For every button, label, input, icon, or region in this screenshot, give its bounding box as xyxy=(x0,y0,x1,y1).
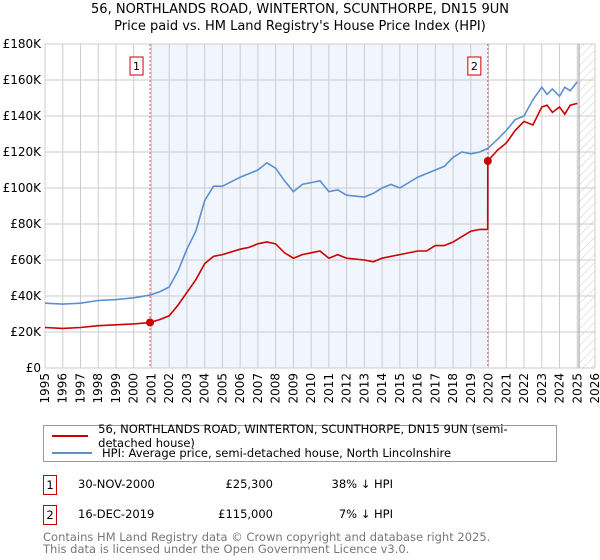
chart-subtitle: Price paid vs. HM Land Registry's House … xyxy=(114,19,486,34)
x-tick-label: 1998 xyxy=(91,373,105,404)
sale-date: 30-NOV-2000 xyxy=(78,477,155,491)
legend-swatch-blue xyxy=(52,452,92,454)
x-tick-label: 2021 xyxy=(499,373,513,404)
hpi-line xyxy=(44,81,578,305)
sale-date: 16-DEC-2019 xyxy=(78,507,155,521)
hpi-diff: 7% ↓ HPI xyxy=(338,507,393,521)
x-tick-label: 1996 xyxy=(56,373,70,404)
x-tick-label: 2016 xyxy=(411,373,425,404)
x-tick-label: 2022 xyxy=(517,373,531,404)
x-tick-label: 2008 xyxy=(269,373,283,404)
y-tick-label: £120K xyxy=(3,145,43,159)
sale-price: £115,000 xyxy=(218,507,273,521)
x-tick-label: 2005 xyxy=(215,373,229,404)
x-tick-label: 2004 xyxy=(198,373,212,404)
y-tick-label: £60K xyxy=(10,253,42,267)
hatched-future-region xyxy=(579,44,595,368)
legend: 56, NORTHLANDS ROAD, WINTERTON, SCUNTHOR… xyxy=(43,422,557,462)
legend-label: 56, NORTHLANDS ROAD, WINTERTON, SCUNTHOR… xyxy=(98,422,508,450)
marker-badge: 1 xyxy=(43,475,57,495)
y-tick-label: £140K xyxy=(3,109,43,123)
sale-point xyxy=(146,318,155,327)
x-tick-label: 2012 xyxy=(340,373,354,404)
x-tick-label: 2020 xyxy=(482,373,496,404)
x-tick-label: 2011 xyxy=(322,373,336,404)
chart-title: 56, NORTHLANDS ROAD, WINTERTON, SCUNTHOR… xyxy=(91,2,509,17)
annotation-box xyxy=(467,56,482,76)
x-tick-label: 2009 xyxy=(286,373,300,404)
x-tick-label: 1999 xyxy=(109,373,123,404)
footer-line: This data is licensed under the Open Gov… xyxy=(43,542,410,556)
x-tick-label: 2026 xyxy=(588,373,600,404)
x-tick-label: 2006 xyxy=(233,373,247,404)
hpi-diff: 38% ↓ HPI xyxy=(331,477,393,491)
x-tick-label: 2001 xyxy=(144,373,158,404)
x-tick-label: 1997 xyxy=(73,373,87,404)
table-row: 2 16-DEC-2019 £115,000 7% ↓ HPI xyxy=(43,505,563,525)
x-tick-label: 2014 xyxy=(375,373,389,404)
x-tick-label: 1995 xyxy=(38,373,52,404)
legend-item-hpi: HPI: Average price, semi-detached house,… xyxy=(52,445,451,461)
plot-area: 1995 1996 1997 1998 1999 2000 2001 2002 2003 2004… xyxy=(3,37,600,404)
table-row: 1 30-NOV-2000 £25,300 38% ↓ HPI xyxy=(43,475,563,495)
annotation-label: 1 xyxy=(133,60,140,73)
x-tick-label: 2017 xyxy=(428,373,442,404)
y-tick-label: £80K xyxy=(10,217,42,231)
footer: Contains HM Land Registry data © Crown c… xyxy=(43,531,490,555)
y-tick-label: £180K xyxy=(3,37,43,51)
x-tick-label: 2018 xyxy=(446,373,460,404)
sale-price: £25,300 xyxy=(225,477,273,491)
x-tick-label: 2015 xyxy=(393,373,407,404)
y-tick-label: £100K xyxy=(3,181,43,195)
y-tick-label: £40K xyxy=(10,289,42,303)
x-tick-label: 2007 xyxy=(251,373,265,404)
x-tick-label: 2003 xyxy=(180,373,194,404)
marker-badge: 2 xyxy=(43,505,57,525)
annotation-box xyxy=(129,56,144,76)
y-tick-label: £20K xyxy=(10,325,42,339)
x-tick-label: 2019 xyxy=(464,373,478,404)
x-tick-label: 2024 xyxy=(553,373,567,404)
x-tick-label: 2002 xyxy=(162,373,176,404)
sale-point xyxy=(483,157,492,165)
y-tick-label: £0 xyxy=(26,361,41,375)
x-tick-label: 2000 xyxy=(127,373,141,404)
footer-line: Contains HM Land Registry data © Crown c… xyxy=(43,530,491,544)
price-paid-line xyxy=(44,102,578,330)
x-tick-label: 2025 xyxy=(570,373,584,404)
x-tick-label: 2023 xyxy=(535,373,549,404)
plot-border xyxy=(44,43,596,369)
shaded-ownership-period xyxy=(150,44,488,368)
y-tick-label: £160K xyxy=(3,73,43,87)
x-tick-label: 2013 xyxy=(357,373,371,404)
legend-swatch-red xyxy=(52,435,89,437)
legend-item-property: 56, NORTHLANDS ROAD, WINTERTON, SCUNTHOR… xyxy=(52,422,556,450)
legend-label: HPI: Average price, semi-detached house,… xyxy=(102,446,452,460)
x-tick-label: 2010 xyxy=(304,373,318,404)
annotation-label: 2 xyxy=(471,60,478,73)
